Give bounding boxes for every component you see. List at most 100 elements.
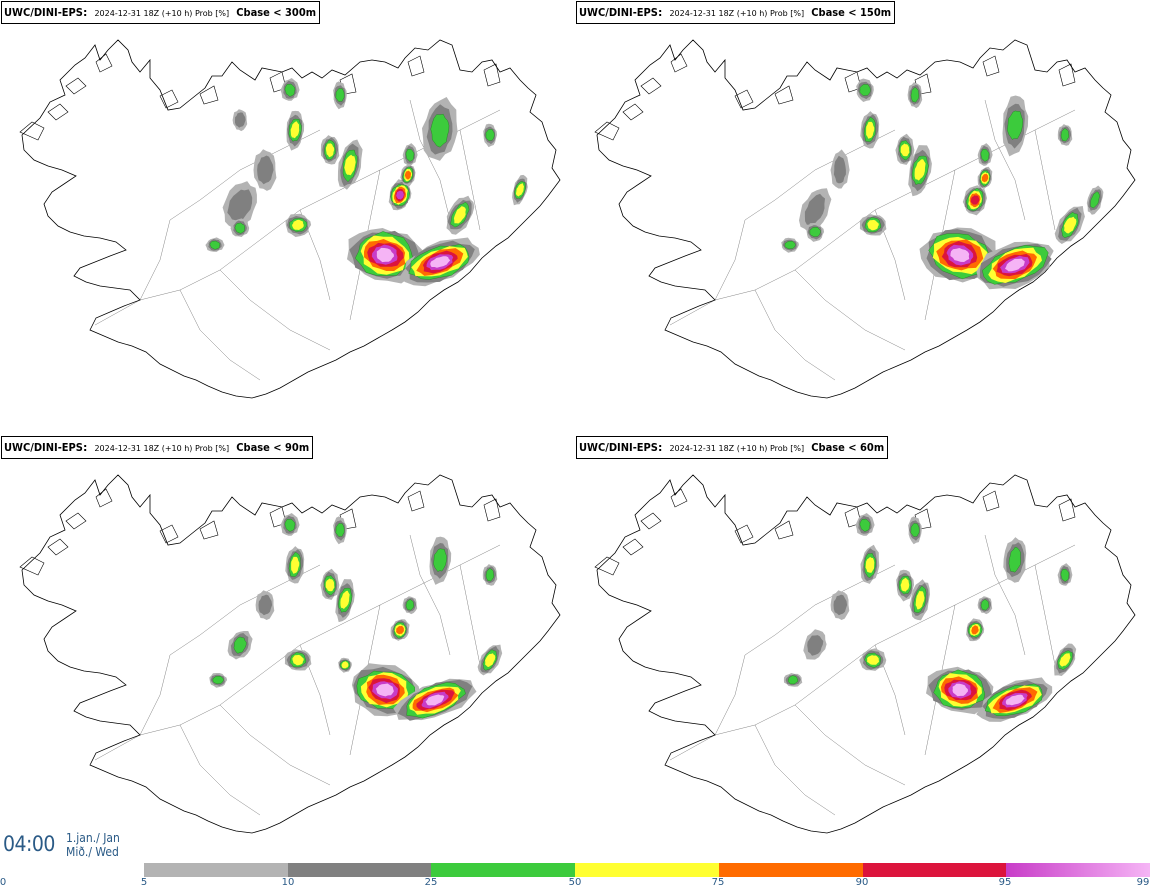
colorbar-tick-label: 95 bbox=[998, 877, 1012, 888]
prob-contour-25 bbox=[433, 548, 447, 572]
colorbar-segment-10 bbox=[287, 863, 432, 877]
fjord-outline bbox=[19, 121, 45, 141]
road-line bbox=[179, 289, 261, 381]
prob-contour-95 bbox=[396, 190, 404, 200]
fjord-outline bbox=[483, 63, 501, 87]
prob-contour-99 bbox=[430, 256, 451, 268]
fjord-outline bbox=[407, 490, 425, 512]
colorbar-segment-5 bbox=[144, 863, 288, 877]
coastline-path bbox=[596, 39, 1136, 399]
probability-field bbox=[781, 78, 1104, 290]
panel-title: UWC/DINI-EPS: 2024-12-31 18Z (+10 h) Pro… bbox=[576, 436, 889, 459]
prob-contour-50 bbox=[865, 556, 875, 573]
prob-contour-25 bbox=[859, 83, 871, 96]
road-line bbox=[714, 564, 896, 736]
prob-contour-50 bbox=[900, 577, 910, 592]
prob-contour-25 bbox=[1007, 110, 1024, 140]
fjord-outline bbox=[774, 85, 794, 105]
prob-contour-10 bbox=[833, 155, 846, 184]
prob-contour-25 bbox=[809, 227, 821, 238]
prob-contour-50 bbox=[866, 121, 875, 139]
colorbar-segment-50 bbox=[575, 863, 719, 877]
date-line-2: Mið./ Wed bbox=[66, 845, 119, 859]
prob-contour-10 bbox=[807, 635, 824, 656]
prob-contour-50 bbox=[291, 556, 300, 574]
fjord-outline bbox=[1058, 63, 1076, 87]
fjord-outline bbox=[407, 55, 425, 77]
fjord-outline bbox=[622, 103, 644, 121]
prob-contour-25 bbox=[233, 636, 247, 654]
iceland-map bbox=[594, 474, 1136, 834]
prob-contour-25 bbox=[980, 148, 990, 162]
road-line bbox=[1034, 129, 1056, 231]
model-name: UWC/DINI-EPS bbox=[579, 6, 658, 19]
prob-contour-10 bbox=[257, 155, 274, 185]
model-name: UWC/DINI-EPS bbox=[4, 441, 83, 454]
title-separator: : bbox=[82, 6, 88, 19]
prob-contour-99 bbox=[1005, 258, 1025, 272]
prob-contour-10 bbox=[227, 189, 253, 221]
prob-contour-25 bbox=[212, 676, 224, 685]
prob-contour-50 bbox=[515, 183, 524, 197]
variable-label: Cbase < 300m bbox=[236, 6, 317, 19]
variable-label: Cbase < 90m bbox=[236, 441, 310, 454]
prob-contour-50 bbox=[325, 143, 335, 158]
fjord-outline bbox=[594, 556, 620, 576]
colorbar-tick-label: 25 bbox=[424, 877, 438, 888]
prob-contour-50 bbox=[453, 206, 466, 224]
coastline-path bbox=[596, 474, 1136, 834]
fjord-outline bbox=[47, 538, 69, 556]
prob-contour-75 bbox=[404, 170, 411, 180]
road-line bbox=[459, 564, 481, 666]
fjord-outline bbox=[65, 77, 87, 95]
prob-contour-25 bbox=[787, 675, 798, 685]
prob-contour-50 bbox=[867, 655, 879, 665]
prob-contour-50 bbox=[340, 590, 350, 609]
colorbar-tick-label: 10 bbox=[281, 877, 295, 888]
colorbar-tick-label: 50 bbox=[568, 877, 582, 888]
prob-contour-50 bbox=[344, 154, 356, 176]
panel-title: UWC/DINI-EPS: 2024-12-31 18Z (+10 h) Pro… bbox=[1, 436, 314, 459]
road-line bbox=[139, 564, 321, 736]
fjord-outline bbox=[594, 121, 620, 141]
fjord-outline bbox=[622, 538, 644, 556]
fjord-outline bbox=[65, 512, 87, 530]
coastline-path bbox=[21, 39, 561, 399]
valid-date: 1.jan./ Jan Mið./ Wed bbox=[66, 831, 120, 859]
prob-contour-99 bbox=[952, 683, 968, 697]
prob-contour-10 bbox=[804, 193, 825, 225]
prob-contour-25 bbox=[784, 240, 796, 250]
title-separator: : bbox=[82, 441, 88, 454]
prob-contour-75 bbox=[971, 625, 979, 635]
fjord-outline bbox=[199, 520, 219, 540]
prob-contour-25 bbox=[405, 148, 415, 162]
prob-contour-50 bbox=[485, 653, 496, 667]
prob-contour-90 bbox=[970, 195, 980, 205]
run-info: 2024-12-31 18Z (+10 h) Prob [%] bbox=[94, 9, 230, 18]
map-panel-3: UWC/DINI-EPS: 2024-12-31 18Z (+10 h) Pro… bbox=[0, 435, 575, 870]
colorbar-tick-label: 5 bbox=[140, 877, 148, 888]
prob-contour-25 bbox=[405, 599, 415, 611]
prob-contour-25 bbox=[980, 599, 990, 611]
fjord-outline bbox=[670, 488, 688, 508]
fjord-outline bbox=[47, 103, 69, 121]
valid-time-box: 04:00 1.jan./ Jan Mið./ Wed bbox=[0, 829, 140, 863]
panel-title: UWC/DINI-EPS: 2024-12-31 18Z (+10 h) Pro… bbox=[1, 1, 321, 24]
prob-contour-10 bbox=[833, 594, 848, 616]
variable-label: Cbase < 150m bbox=[811, 6, 892, 19]
prob-contour-50 bbox=[290, 121, 300, 139]
fjord-outline bbox=[95, 53, 113, 73]
prob-contour-25 bbox=[1060, 128, 1069, 142]
prob-contour-99 bbox=[950, 248, 970, 262]
fjord-outline bbox=[159, 524, 179, 544]
colorbar-tick-label: 99 bbox=[1136, 877, 1150, 888]
prob-contour-25 bbox=[859, 518, 871, 532]
road-line bbox=[984, 534, 1026, 656]
prob-contour-25 bbox=[910, 522, 920, 537]
fjord-outline bbox=[640, 512, 662, 530]
prob-contour-50 bbox=[292, 654, 304, 666]
iceland-map bbox=[594, 39, 1136, 399]
run-info: 2024-12-31 18Z (+10 h) Prob [%] bbox=[669, 444, 805, 453]
prob-contour-25 bbox=[1090, 191, 1100, 209]
road-line bbox=[714, 129, 896, 301]
